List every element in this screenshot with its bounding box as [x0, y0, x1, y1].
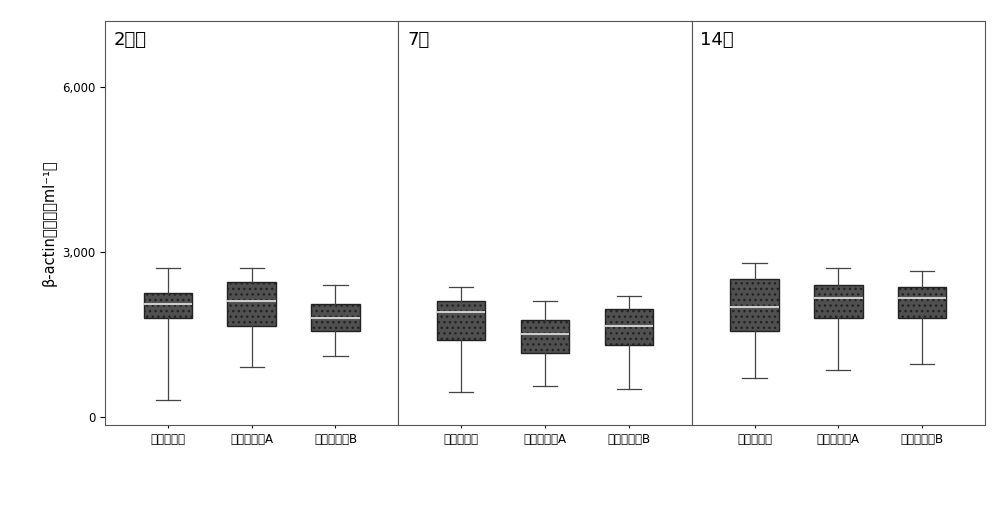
PathPatch shape: [605, 310, 653, 345]
PathPatch shape: [311, 304, 360, 331]
PathPatch shape: [730, 279, 779, 331]
PathPatch shape: [521, 320, 569, 353]
PathPatch shape: [814, 285, 863, 318]
Text: 14天: 14天: [700, 31, 734, 49]
PathPatch shape: [144, 293, 192, 318]
Text: 2小时: 2小时: [114, 31, 147, 49]
PathPatch shape: [227, 282, 276, 326]
PathPatch shape: [437, 301, 485, 339]
Y-axis label: β-actin拷贝数（ml⁻¹）: β-actin拷贝数（ml⁻¹）: [41, 160, 56, 286]
PathPatch shape: [898, 287, 946, 318]
Text: 7天: 7天: [407, 31, 429, 49]
